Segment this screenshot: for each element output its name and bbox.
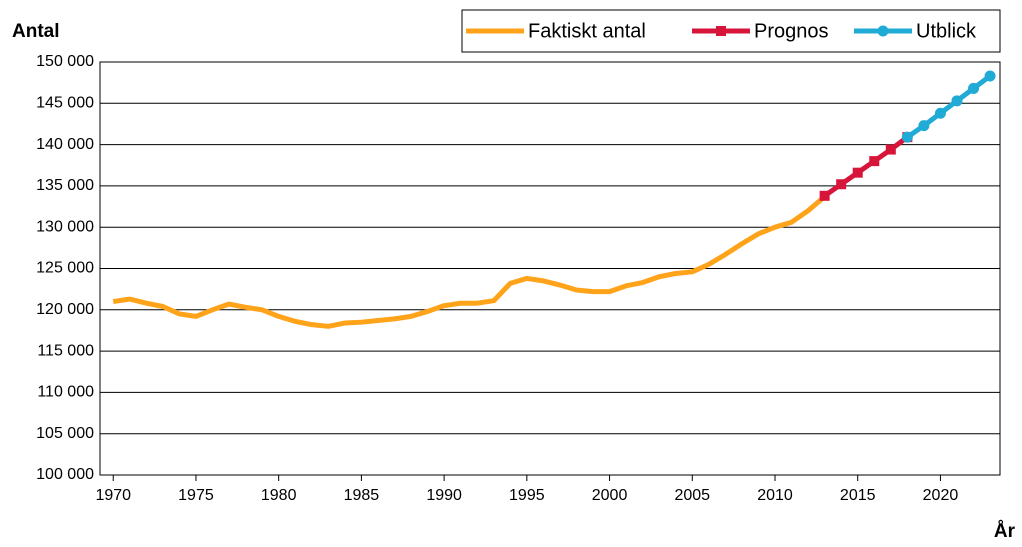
y-tick-label: 115 000: [37, 342, 94, 359]
x-tick-label: 1990: [426, 487, 462, 504]
legend-label: Prognos: [754, 20, 829, 42]
point-marker: [852, 167, 863, 178]
legend-label: Faktiskt antal: [528, 20, 646, 42]
x-tick-label: 2020: [923, 487, 959, 504]
y-tick-label: 135 000: [36, 177, 94, 194]
y-tick-label: 125 000: [36, 260, 94, 277]
legend-label: Utblick: [916, 20, 977, 42]
point-marker: [918, 120, 930, 132]
x-tick-label: 1970: [95, 487, 131, 504]
point-marker: [984, 70, 996, 82]
point-marker: [951, 95, 963, 107]
series-line: [112, 194, 827, 329]
x-tick-label: 1975: [178, 487, 214, 504]
point-marker: [968, 82, 980, 94]
x-tick-label: 1980: [261, 487, 297, 504]
point-marker: [819, 190, 830, 201]
legend-marker: [716, 26, 726, 36]
y-tick-label: 120 000: [36, 301, 94, 318]
y-tick-label: 100 000: [36, 466, 94, 483]
x-axis-label: År: [994, 521, 1016, 542]
x-tick-label: 1985: [344, 487, 380, 504]
x-tick-label: 2000: [592, 487, 628, 504]
plot-frame: [99, 61, 1001, 476]
x-tick-label: 2010: [757, 487, 793, 504]
y-tick-label: 150 000: [36, 53, 94, 70]
y-tick-label: 105 000: [36, 425, 94, 442]
x-tick-label: 2015: [840, 487, 876, 504]
point-marker: [934, 107, 946, 119]
y-tick-label: 140 000: [36, 136, 94, 153]
point-marker: [885, 144, 896, 155]
point-marker: [836, 179, 847, 190]
x-tick-label: 1995: [509, 487, 545, 504]
y-tick-label: 110 000: [37, 384, 94, 401]
x-tick-label: 2005: [674, 487, 710, 504]
y-tick-label: 145 000: [36, 95, 94, 112]
point-marker: [901, 131, 913, 143]
point-marker: [869, 156, 880, 167]
y-tick-label: 130 000: [36, 218, 94, 235]
legend-marker: [877, 25, 889, 37]
y-axis-label: Antal: [12, 21, 60, 42]
